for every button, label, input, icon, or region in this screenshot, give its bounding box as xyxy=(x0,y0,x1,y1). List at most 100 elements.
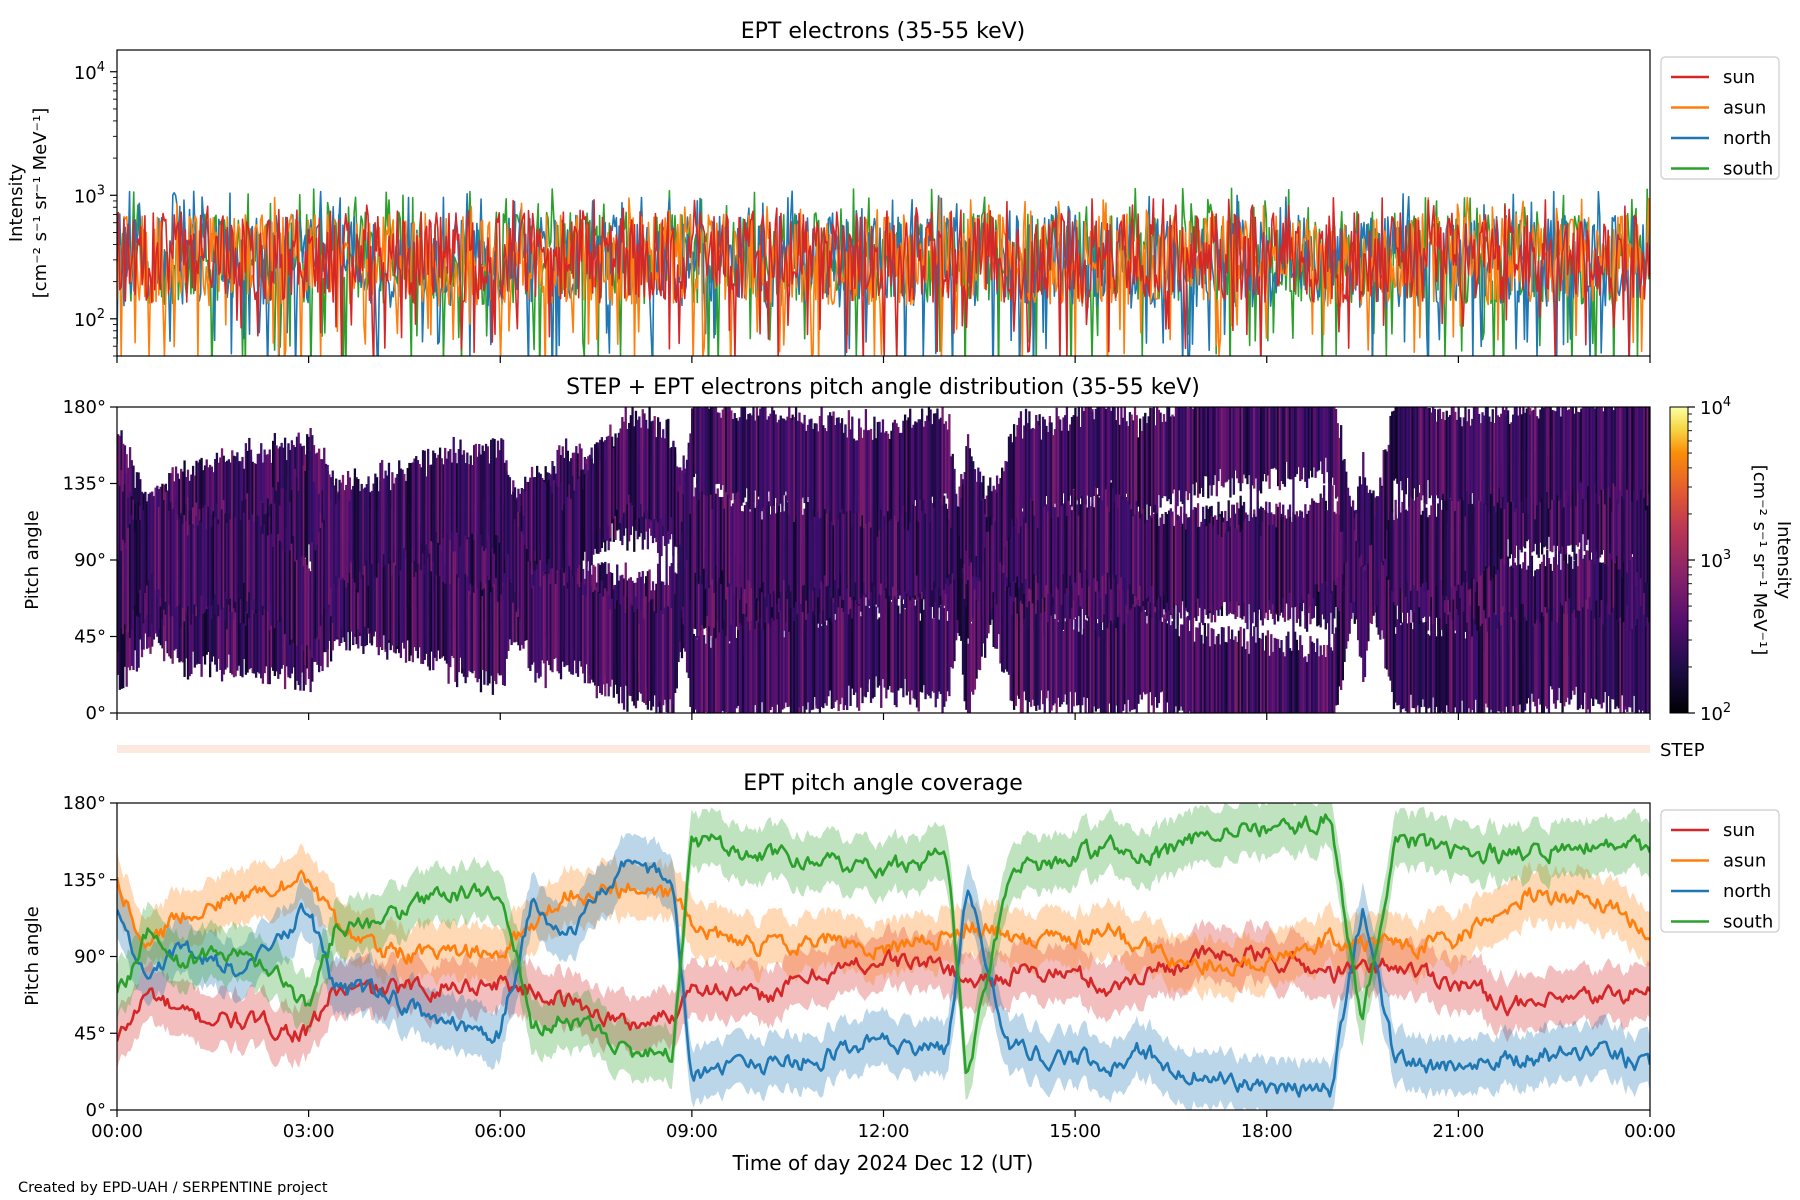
pad-cell xyxy=(740,510,743,588)
pad-cell xyxy=(900,432,903,515)
pad-cell xyxy=(1285,518,1288,597)
pad-cell xyxy=(1443,494,1447,601)
pad-cell xyxy=(1220,536,1224,607)
pad-cell xyxy=(895,487,898,602)
pad-cell xyxy=(743,407,747,498)
pad-cell xyxy=(822,610,825,709)
pad-cell xyxy=(1121,417,1125,500)
pad-cell xyxy=(1426,517,1430,590)
pad-cell xyxy=(1302,407,1305,468)
pad-cell xyxy=(214,573,217,665)
pad-cell xyxy=(459,439,462,547)
pad-cell xyxy=(1164,421,1167,497)
pad-cell xyxy=(892,422,895,521)
pad-cell xyxy=(1425,407,1428,505)
pad-cell xyxy=(1144,517,1147,599)
pad-cell xyxy=(1084,619,1087,713)
pad-cell xyxy=(731,418,735,494)
pad-cell xyxy=(1040,612,1043,691)
y-tick-label: 102 xyxy=(74,307,105,331)
pad-cell xyxy=(701,476,704,585)
pad-cell xyxy=(767,623,770,713)
pad-cell xyxy=(1556,622,1559,701)
pad-cell xyxy=(197,576,200,664)
pad-cell xyxy=(379,480,382,640)
pad-cell xyxy=(1297,519,1300,589)
pad-cell xyxy=(1196,527,1200,599)
pad-cell xyxy=(423,574,426,660)
pad-cell xyxy=(1508,423,1511,493)
pad-cell xyxy=(1183,407,1186,713)
pad-cell xyxy=(1578,457,1581,543)
pad-cell xyxy=(1530,410,1534,496)
pad-cell xyxy=(227,513,231,605)
pad-cell xyxy=(1121,477,1125,591)
pad-cell xyxy=(503,573,506,686)
pad-cell xyxy=(382,567,386,636)
pad-cell xyxy=(1147,416,1150,519)
pad-cell xyxy=(125,548,128,630)
pad-cell xyxy=(847,614,851,686)
pad-cell xyxy=(1307,653,1310,713)
pad-cell xyxy=(1031,487,1034,604)
pad-cell xyxy=(881,602,885,680)
pad-cell xyxy=(689,543,692,639)
pad-cell xyxy=(1253,514,1256,613)
pad-cell xyxy=(1077,631,1080,705)
pad-cell xyxy=(924,421,927,514)
pad-cell xyxy=(1615,541,1619,645)
pad-cell xyxy=(246,493,249,602)
coverage-line-north xyxy=(117,859,1650,1098)
pad-cell xyxy=(1162,524,1166,596)
pad-cell xyxy=(788,407,791,515)
pad-cell xyxy=(859,485,862,599)
pad-cell xyxy=(1578,610,1581,709)
pad-cell xyxy=(1266,630,1270,713)
pad-cell xyxy=(1174,505,1178,606)
pad-cell xyxy=(1416,407,1419,498)
pad-cell xyxy=(367,553,370,629)
pad-cell xyxy=(646,602,650,710)
y-tick-label: 45° xyxy=(74,1023,106,1044)
pad-cell xyxy=(208,467,212,665)
pad-cell xyxy=(164,492,167,602)
pad-cell xyxy=(176,566,179,658)
pad-cell xyxy=(912,600,915,699)
pad-cell xyxy=(1385,451,1389,531)
pad-cell xyxy=(1065,407,1069,516)
pad-cell xyxy=(716,488,719,582)
pad-cell xyxy=(1317,502,1321,592)
pad-cell xyxy=(968,448,971,559)
pad-cell xyxy=(282,586,285,665)
pad-cell xyxy=(599,460,602,529)
pad-cell xyxy=(1580,616,1583,705)
pad-cell xyxy=(1145,623,1149,694)
pad-cell xyxy=(1196,407,1200,498)
pad-cell xyxy=(425,505,428,612)
pad-cell xyxy=(1500,559,1503,655)
pad-cell xyxy=(442,464,445,539)
pad-cell xyxy=(1595,600,1598,700)
pad-cell xyxy=(851,416,854,526)
pad-cell xyxy=(878,617,881,686)
pad-cell xyxy=(117,456,120,571)
pad-cell xyxy=(760,629,764,703)
pad-cell xyxy=(777,612,781,713)
pad-cell xyxy=(1241,529,1244,620)
pad-cell xyxy=(1375,497,1379,606)
pad-cell xyxy=(1159,412,1162,508)
pad-cell xyxy=(309,450,312,562)
pad-cell xyxy=(1423,407,1426,503)
pad-cell xyxy=(754,420,757,491)
pad-cell xyxy=(1276,407,1280,487)
pad-cell xyxy=(1617,407,1620,505)
pad-cell xyxy=(122,539,125,635)
pad-cell xyxy=(757,622,760,713)
pad-cell xyxy=(229,462,232,537)
pad-cell xyxy=(730,551,733,642)
pad-cell xyxy=(1508,611,1511,713)
pad-cell xyxy=(697,546,701,641)
pad-cell xyxy=(304,470,307,558)
pad-cell xyxy=(1491,409,1494,499)
pad-cell xyxy=(1643,550,1646,652)
